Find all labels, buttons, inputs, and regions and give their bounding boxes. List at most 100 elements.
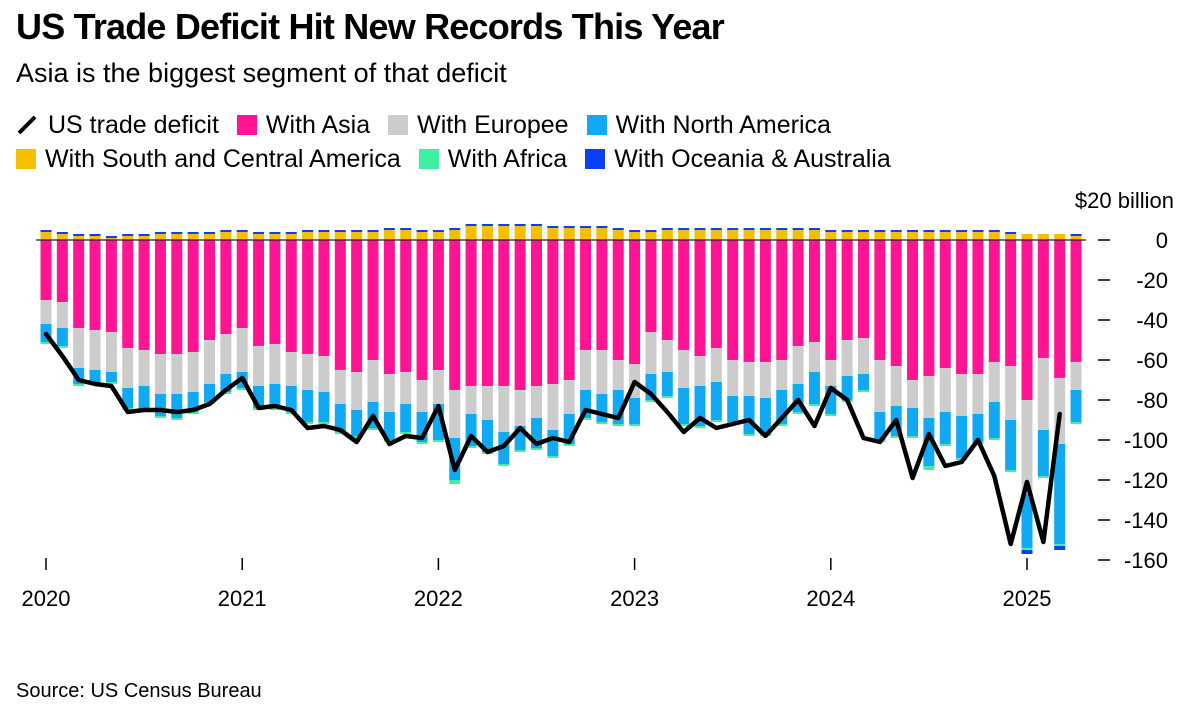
bar-segment-asia	[629, 240, 641, 364]
legend-swatch-north-america	[586, 115, 607, 135]
bar-segment-north-america	[220, 374, 232, 392]
bar-segment-south-central-america	[1005, 234, 1017, 240]
bar-segment-north-america	[138, 386, 150, 408]
bar-segment-europe	[694, 356, 706, 386]
bar-segment-africa	[351, 436, 363, 438]
bar-segment-europe	[596, 350, 608, 394]
bar-segment-oceania	[334, 230, 346, 232]
bar-segment-oceania	[678, 228, 690, 230]
bar-segment-north-america	[629, 398, 641, 424]
bar-segment-north-america	[988, 402, 1000, 438]
bar-segment-north-america	[1005, 420, 1017, 470]
bar-segment-south-central-america	[596, 228, 608, 240]
bar-segment-africa	[514, 450, 526, 452]
bar-segment-asia	[874, 240, 886, 360]
bar-segment-south-central-america	[187, 234, 199, 240]
bar-segment-africa	[400, 432, 412, 434]
legend-item-south-central-america: With South and Central America	[16, 145, 401, 174]
bar-segment-asia	[808, 240, 820, 342]
bar-segment-europe	[1005, 366, 1017, 420]
bar-segment-europe	[759, 362, 771, 398]
bar-segment-europe	[939, 368, 951, 412]
legend-swatch-oceania	[585, 149, 606, 169]
y-tick-label: -60	[1136, 348, 1168, 373]
bar-segment-europe	[531, 386, 542, 418]
bar-segment-asia	[678, 240, 690, 350]
bar-segment-europe	[351, 372, 363, 410]
bar-segment-north-america	[383, 412, 395, 440]
bar-segment-south-central-america	[40, 232, 52, 240]
bar-segment-south-central-america	[727, 230, 739, 240]
bar-segment-north-america	[1037, 430, 1049, 476]
legend-item-total: US trade deficit	[16, 111, 219, 140]
bar-segment-south-central-america	[154, 234, 166, 240]
bar-segment-europe	[825, 360, 837, 386]
bar-segment-asia	[907, 240, 919, 380]
bar-segment-asia	[563, 240, 575, 380]
bar-segment-europe	[236, 328, 248, 372]
bar-segment-europe	[73, 328, 85, 368]
bar-segment-north-america	[858, 374, 869, 390]
bar-segment-africa	[988, 438, 1000, 440]
bar-segment-africa	[269, 408, 281, 410]
bar-segment-asia	[1005, 240, 1017, 366]
bar-segment-europe	[122, 348, 134, 388]
bar-segment-asia	[612, 240, 624, 360]
bar-segment-south-central-america	[138, 236, 150, 240]
bar-segment-asia	[73, 240, 85, 328]
bar-segment-europe	[743, 362, 755, 396]
bar-segment-africa	[1021, 548, 1033, 550]
bar-segment-oceania	[776, 228, 788, 230]
bar-segment-north-america	[154, 394, 166, 416]
bar-segment-south-central-america	[612, 230, 624, 240]
bar-segment-asia	[187, 240, 199, 352]
bar-segment-south-central-america	[122, 236, 134, 240]
bar-segment-asia	[547, 240, 559, 384]
y-tick-label: -120	[1124, 468, 1168, 493]
bar-segment-asia	[727, 240, 739, 360]
bar-segment-oceania	[661, 228, 673, 230]
y-unit-label: $20 billion	[1075, 188, 1174, 213]
bar-segment-asia	[269, 240, 281, 344]
bar-segment-europe	[383, 374, 395, 412]
bar-segment-south-central-america	[351, 232, 363, 240]
y-tick-label: -40	[1136, 308, 1168, 333]
bar-segment-europe	[334, 370, 346, 404]
bar-segment-oceania	[645, 230, 657, 232]
bar-segment-south-central-america	[645, 232, 657, 240]
bar-segment-oceania	[531, 224, 542, 226]
bar-segment-south-central-america	[416, 232, 428, 240]
bar-segment-africa	[498, 464, 510, 466]
bar-segment-asia	[694, 240, 706, 356]
bar-segment-europe	[972, 374, 984, 414]
bar-segment-asia	[302, 240, 314, 354]
bar-segment-south-central-america	[629, 232, 641, 240]
bar-segment-south-central-america	[563, 228, 575, 240]
bar-segment-africa	[612, 424, 624, 426]
bar-segment-north-america	[269, 384, 281, 408]
bar-segment-europe	[1021, 400, 1033, 494]
bar-segment-oceania	[890, 230, 902, 232]
bar-segment-oceania	[907, 230, 919, 232]
bar-segment-europe	[416, 380, 428, 412]
bar-segment-oceania	[841, 230, 853, 232]
bar-segment-north-america	[465, 414, 477, 446]
bar-segment-north-america	[661, 372, 673, 396]
y-tick-label: 0	[1156, 228, 1168, 253]
bar-segment-north-america	[923, 418, 935, 466]
bar-segment-europe	[547, 384, 559, 430]
bar-segment-north-america	[302, 390, 314, 422]
bar-segment-north-america	[89, 370, 101, 382]
source-note: Source: US Census Bureau	[16, 680, 262, 702]
bar-segment-africa	[825, 414, 837, 416]
bar-segment-north-america	[1070, 390, 1082, 422]
bar-segment-asia	[596, 240, 608, 350]
legend-row: With South and Central America With Afri…	[16, 142, 1016, 176]
bar-segment-africa	[580, 418, 592, 420]
bar-segment-asia	[236, 240, 248, 328]
bar-segment-north-america	[56, 328, 68, 346]
bar-segment-north-america	[171, 394, 183, 418]
y-tick-label: -80	[1136, 388, 1168, 413]
bar-segment-africa	[645, 400, 657, 402]
bar-segment-asia	[531, 240, 542, 386]
